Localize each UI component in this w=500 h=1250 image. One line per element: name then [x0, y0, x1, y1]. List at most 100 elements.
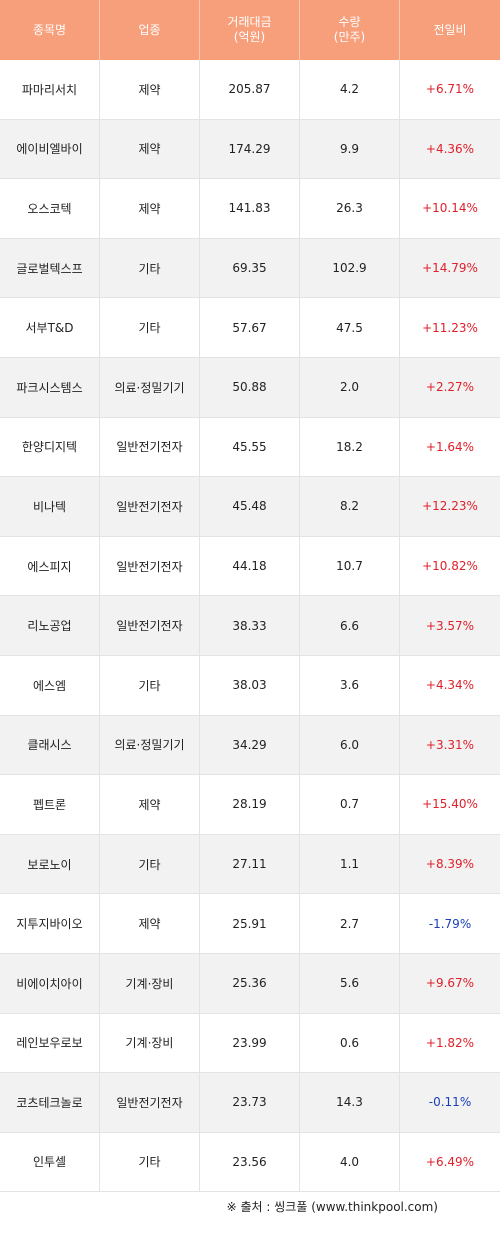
cell-sector: 의료·정밀기기	[100, 357, 200, 417]
table-row: 파크시스템스 의료·정밀기기 50.88 2.0 +2.27%	[0, 357, 500, 418]
cell-volume: 8.2	[300, 477, 400, 536]
cell-sector: 일반전기전자	[100, 417, 200, 477]
cell-change: +3.31%	[425, 737, 475, 752]
cell-amount: 25.91	[200, 894, 300, 953]
cell-change: +6.49%	[425, 1154, 475, 1169]
cell-sector: 일반전기전자	[100, 536, 200, 596]
cell-sector: 의료·정밀기기	[100, 715, 200, 775]
cell-change: -1.79%	[428, 916, 472, 931]
table-row: 클래시스 의료·정밀기기 34.29 6.0 +3.31%	[0, 715, 500, 776]
header-name: 종목명	[0, 0, 100, 60]
cell-amount: 69.35	[200, 238, 300, 298]
cell-amount: 45.48	[200, 477, 300, 536]
cell-amount: 23.73	[200, 1073, 300, 1132]
cell-name: 비나텍	[0, 477, 100, 536]
cell-amount: 38.33	[200, 596, 300, 655]
cell-sector: 제약	[100, 119, 200, 179]
cell-change: +6.71%	[425, 82, 475, 97]
stock-table: 종목명 업종 거래대금 (억원) 수량 (만주) 전일비 파마리서치 제약 205.…	[0, 0, 500, 1193]
cell-sector: 기계·장비	[100, 1013, 200, 1073]
table-row: 파마리서치 제약 205.87 4.2 +6.71%	[0, 60, 500, 120]
cell-change: +9.67%	[425, 976, 475, 991]
cell-name: 클래시스	[0, 715, 100, 775]
cell-volume: 2.0	[300, 357, 400, 417]
table-row: 리노공업 일반전기전자 38.33 6.6 +3.57%	[0, 596, 500, 656]
table-header: 종목명 업종 거래대금 (억원) 수량 (만주) 전일비	[0, 0, 500, 60]
table-row: 에스피지 일반전기전자 44.18 10.7 +10.82%	[0, 536, 500, 597]
cell-volume: 5.6	[300, 953, 400, 1013]
cell-name: 비에이치아이	[0, 953, 100, 1013]
cell-amount: 28.19	[200, 775, 300, 834]
table-row: 서부T&D 기타 57.67 47.5 +11.23%	[0, 298, 500, 358]
table-row: 에이비엘바이 제약 174.29 9.9 +4.36%	[0, 119, 500, 180]
cell-sector: 제약	[100, 775, 200, 834]
cell-amount: 141.83	[200, 179, 300, 238]
cell-volume: 9.9	[300, 119, 400, 179]
cell-change: +3.57%	[425, 618, 475, 633]
cell-change: +1.82%	[425, 1035, 475, 1050]
cell-volume: 2.7	[300, 894, 400, 953]
cell-volume: 0.7	[300, 775, 400, 834]
cell-volume: 6.0	[300, 715, 400, 775]
header-amount: 거래대금 (억원)	[200, 0, 300, 60]
cell-amount: 205.87	[200, 60, 300, 119]
cell-sector: 일반전기전자	[100, 1073, 200, 1132]
cell-name: 리노공업	[0, 596, 100, 655]
cell-sector: 제약	[100, 179, 200, 238]
cell-amount: 174.29	[200, 119, 300, 179]
cell-change: +10.82%	[422, 559, 478, 574]
cell-sector: 기타	[100, 1132, 200, 1192]
cell-sector: 기계·장비	[100, 953, 200, 1013]
table-row: 지투지바이오 제약 25.91 2.7 -1.79%	[0, 894, 500, 954]
cell-name: 파크시스템스	[0, 357, 100, 417]
table-row: 인투셀 기타 23.56 4.0 +6.49%	[0, 1132, 500, 1193]
table-row: 오스코텍 제약 141.83 26.3 +10.14%	[0, 179, 500, 239]
cell-sector: 일반전기전자	[100, 477, 200, 536]
cell-name: 인투셀	[0, 1132, 100, 1192]
cell-amount: 34.29	[200, 715, 300, 775]
cell-name: 지투지바이오	[0, 894, 100, 953]
cell-amount: 38.03	[200, 655, 300, 715]
cell-amount: 23.99	[200, 1013, 300, 1073]
cell-change: +4.34%	[425, 678, 475, 693]
cell-name: 에스엠	[0, 655, 100, 715]
cell-volume: 102.9	[300, 238, 400, 298]
cell-name: 글로벌텍스프	[0, 238, 100, 298]
cell-amount: 44.18	[200, 536, 300, 596]
cell-sector: 제약	[100, 894, 200, 953]
table-row: 보로노이 기타 27.11 1.1 +8.39%	[0, 834, 500, 895]
cell-amount: 23.56	[200, 1132, 300, 1192]
table-row: 에스엠 기타 38.03 3.6 +4.34%	[0, 655, 500, 716]
cell-change: -0.11%	[428, 1095, 472, 1110]
header-sector: 업종	[100, 0, 200, 60]
cell-volume: 47.5	[300, 298, 400, 357]
header-change: 전일비	[433, 22, 467, 37]
table-row: 비에이치아이 기계·장비 25.36 5.6 +9.67%	[0, 953, 500, 1014]
source-note: ※ 출처 : 씽크풀 (www.thinkpool.com)	[226, 1200, 438, 1214]
cell-sector: 기타	[100, 298, 200, 357]
cell-change: +2.27%	[425, 380, 475, 395]
cell-change: +8.39%	[425, 857, 475, 872]
cell-name: 서부T&D	[0, 298, 100, 357]
cell-change: +14.79%	[422, 261, 478, 276]
cell-amount: 50.88	[200, 357, 300, 417]
cell-change: +15.40%	[422, 797, 478, 812]
cell-name: 에스피지	[0, 536, 100, 596]
cell-amount: 25.36	[200, 953, 300, 1013]
cell-volume: 3.6	[300, 655, 400, 715]
cell-sector: 일반전기전자	[100, 596, 200, 655]
cell-amount: 57.67	[200, 298, 300, 357]
cell-volume: 6.6	[300, 596, 400, 655]
cell-sector: 기타	[100, 238, 200, 298]
table-row: 펩트론 제약 28.19 0.7 +15.40%	[0, 775, 500, 835]
cell-name: 레인보우로보	[0, 1013, 100, 1073]
cell-change: +11.23%	[422, 320, 478, 335]
cell-volume: 4.2	[300, 60, 400, 119]
table-row: 한양디지텍 일반전기전자 45.55 18.2 +1.64%	[0, 417, 500, 478]
table-body: 파마리서치 제약 205.87 4.2 +6.71% 에이비엘바이 제약 174.29 9.9 +…	[0, 60, 500, 1193]
table-row: 비나텍 일반전기전자 45.48 8.2 +12.23%	[0, 477, 500, 537]
cell-sector: 제약	[100, 60, 200, 119]
cell-volume: 14.3	[300, 1073, 400, 1132]
cell-amount: 27.11	[200, 834, 300, 894]
cell-name: 한양디지텍	[0, 417, 100, 477]
